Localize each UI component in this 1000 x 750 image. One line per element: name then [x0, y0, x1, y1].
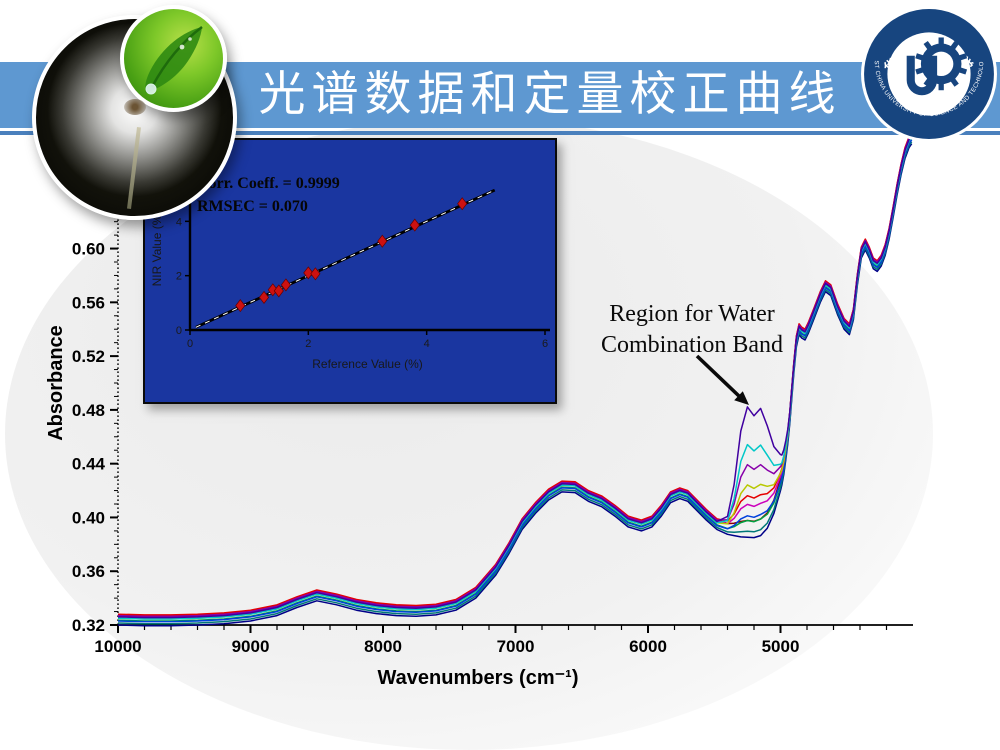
spectrum-indigo [117, 135, 913, 619]
svg-text:0: 0 [187, 338, 193, 350]
slide-title: 光谱数据和定量校正曲线 [258, 69, 842, 121]
banner-pinstripe [0, 131, 1000, 135]
svg-text:0: 0 [176, 325, 182, 337]
svg-text:NIR Value (%): NIR Value (%) [150, 211, 164, 287]
calibration-point [258, 290, 270, 304]
svg-text:Wavenumbers (cm⁻¹): Wavenumbers (cm⁻¹) [378, 667, 579, 689]
svg-text:4: 4 [424, 338, 430, 350]
svg-text:0.36: 0.36 [72, 562, 105, 581]
svg-text:0.40: 0.40 [72, 508, 105, 527]
calibration-point [409, 218, 420, 232]
svg-text:Reference Value (%): Reference Value (%) [312, 357, 423, 371]
svg-text:2: 2 [176, 271, 182, 283]
svg-text:Corr. Coeff. = 0.9999: Corr. Coeff. = 0.9999 [197, 175, 340, 192]
svg-text:7000: 7000 [497, 637, 535, 656]
svg-text:0.52: 0.52 [72, 347, 105, 366]
calibration-point [235, 299, 246, 313]
svg-text:6: 6 [542, 338, 548, 350]
annotation-line-2: Combination Band [601, 332, 783, 359]
svg-text:5000: 5000 [762, 637, 800, 656]
calibration-point [457, 197, 468, 211]
water-band-annotation: Region for Water Combination Band [552, 299, 832, 361]
leaf-photo [120, 5, 227, 112]
dew-drop-icon [188, 37, 192, 41]
svg-text:0.48: 0.48 [72, 401, 105, 420]
svg-text:Absorbance: Absorbance [45, 325, 67, 441]
calibration-point [303, 266, 314, 280]
calibration-point [273, 284, 284, 298]
calibration-point [310, 267, 321, 281]
calibration-point [280, 278, 291, 292]
magnet-u-icon [906, 55, 938, 96]
svg-text:0.56: 0.56 [72, 293, 105, 312]
leaf-art [145, 26, 203, 95]
calibration-point [267, 283, 278, 297]
svg-text:9000: 9000 [232, 637, 270, 656]
water-drop-icon [145, 83, 157, 95]
svg-text:10000: 10000 [94, 637, 141, 656]
annotation-arrow-icon [695, 354, 749, 405]
svg-text:8000: 8000 [364, 637, 402, 656]
svg-text:RMSEC = 0.070: RMSEC = 0.070 [197, 198, 308, 215]
svg-text:4: 4 [176, 216, 182, 228]
calibration-inset-chart: 02460246Reference Value (%)NIR Value (%)… [143, 138, 557, 404]
svg-text:0.60: 0.60 [72, 240, 105, 259]
svg-text:6000: 6000 [629, 637, 667, 656]
leaf-vein [150, 26, 203, 88]
dew-drop-icon [179, 44, 185, 50]
university-logo-icon: 华东理工大学 EAST CHINA UNIVERSITY OF SCIENCE … [860, 5, 997, 142]
calibration-plot: 02460246Reference Value (%)NIR Value (%)… [150, 162, 550, 371]
calibration-point [377, 234, 388, 248]
annotation-line-1: Region for Water [609, 301, 775, 327]
svg-text:2: 2 [305, 338, 311, 350]
svg-text:0.44: 0.44 [72, 455, 106, 474]
svg-text:0.32: 0.32 [72, 616, 105, 635]
